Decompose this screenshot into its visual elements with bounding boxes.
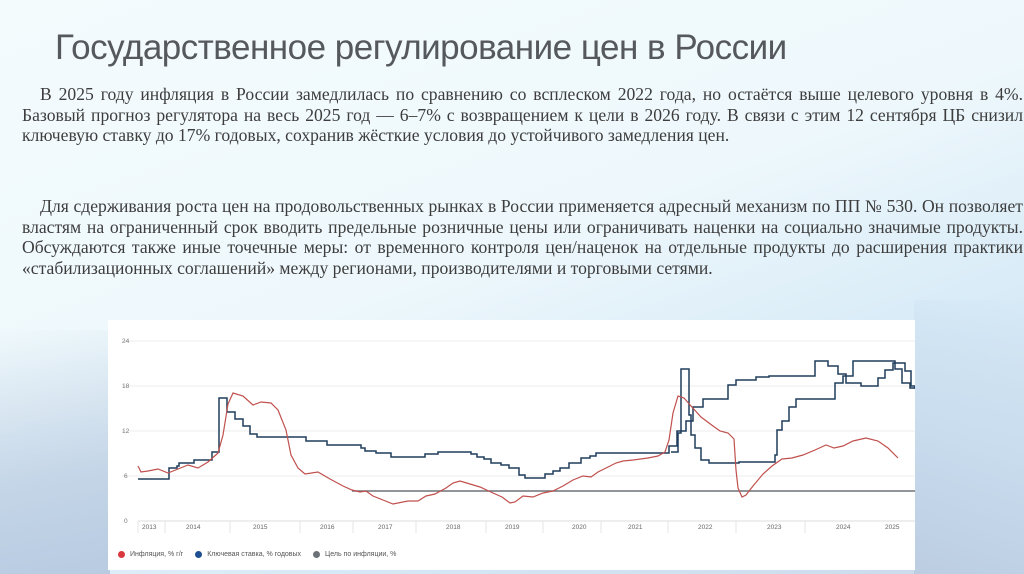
x-tick-2019: 2019 (505, 524, 520, 531)
chart-container: 24 18 12 6 0 2013 2014 2015 2016 2017 (108, 320, 915, 570)
gridlines (122, 340, 915, 522)
legend-label-target: Цель по инфляции, % (325, 551, 397, 558)
legend-label-key-rate: Ключевая ставка, % годовых (207, 551, 302, 558)
background-shade-right (914, 300, 1024, 574)
x-tick-2018: 2018 (446, 524, 461, 531)
series-key-rate-line (138, 360, 915, 480)
y-axis-ticks: 24 18 12 6 0 (122, 338, 130, 525)
line-chart: 24 18 12 6 0 2013 2014 2015 2016 2017 (122, 338, 915, 533)
x-tick-2014: 2014 (186, 524, 201, 531)
x-axis-separators (137, 521, 806, 533)
x-tick-2016: 2016 (320, 524, 335, 531)
legend-label-inflation: Инфляция, % г/г (130, 551, 184, 558)
x-tick-2020: 2020 (572, 524, 587, 531)
legend-item-target: Цель по инфляции, % (313, 551, 396, 558)
x-tick-2017: 2017 (378, 524, 393, 531)
legend-item-inflation: Инфляция, % г/г (118, 551, 183, 558)
series-key-rate-2022-spike (671, 360, 915, 464)
y-tick-24: 24 (122, 338, 130, 345)
x-tick-2015: 2015 (253, 524, 268, 531)
x-tick-2023: 2023 (767, 524, 782, 531)
series-inflation-line (137, 392, 899, 505)
legend-dot-red-icon (118, 551, 125, 558)
background-shade-left (0, 330, 110, 574)
legend-item-key-rate: Ключевая ставка, % годовых (195, 551, 301, 558)
x-tick-2025: 2025 (885, 524, 900, 531)
slide-title: Государственное регулирование цен в Росс… (55, 28, 787, 67)
chart-legend: Инфляция, % г/г Ключевая ставка, % годов… (118, 551, 396, 558)
legend-dot-gray-icon (313, 551, 321, 558)
x-tick-2024: 2024 (836, 524, 851, 531)
y-tick-18: 18 (122, 383, 130, 390)
paragraph-price-regulation: Для сдерживания роста цен на продовольст… (22, 196, 1023, 278)
x-axis-ticks: 2013 2014 2015 2016 2017 2018 2019 2020 … (142, 524, 900, 531)
y-tick-0: 0 (124, 518, 128, 525)
y-tick-6: 6 (124, 473, 128, 480)
legend-dot-blue-icon (195, 551, 203, 558)
x-tick-2013: 2013 (142, 524, 157, 531)
x-tick-2021: 2021 (628, 524, 643, 531)
x-tick-2022: 2022 (698, 524, 713, 531)
y-tick-12: 12 (122, 428, 130, 435)
paragraph-inflation: В 2025 году инфляция в России замедлилас… (22, 84, 1023, 145)
